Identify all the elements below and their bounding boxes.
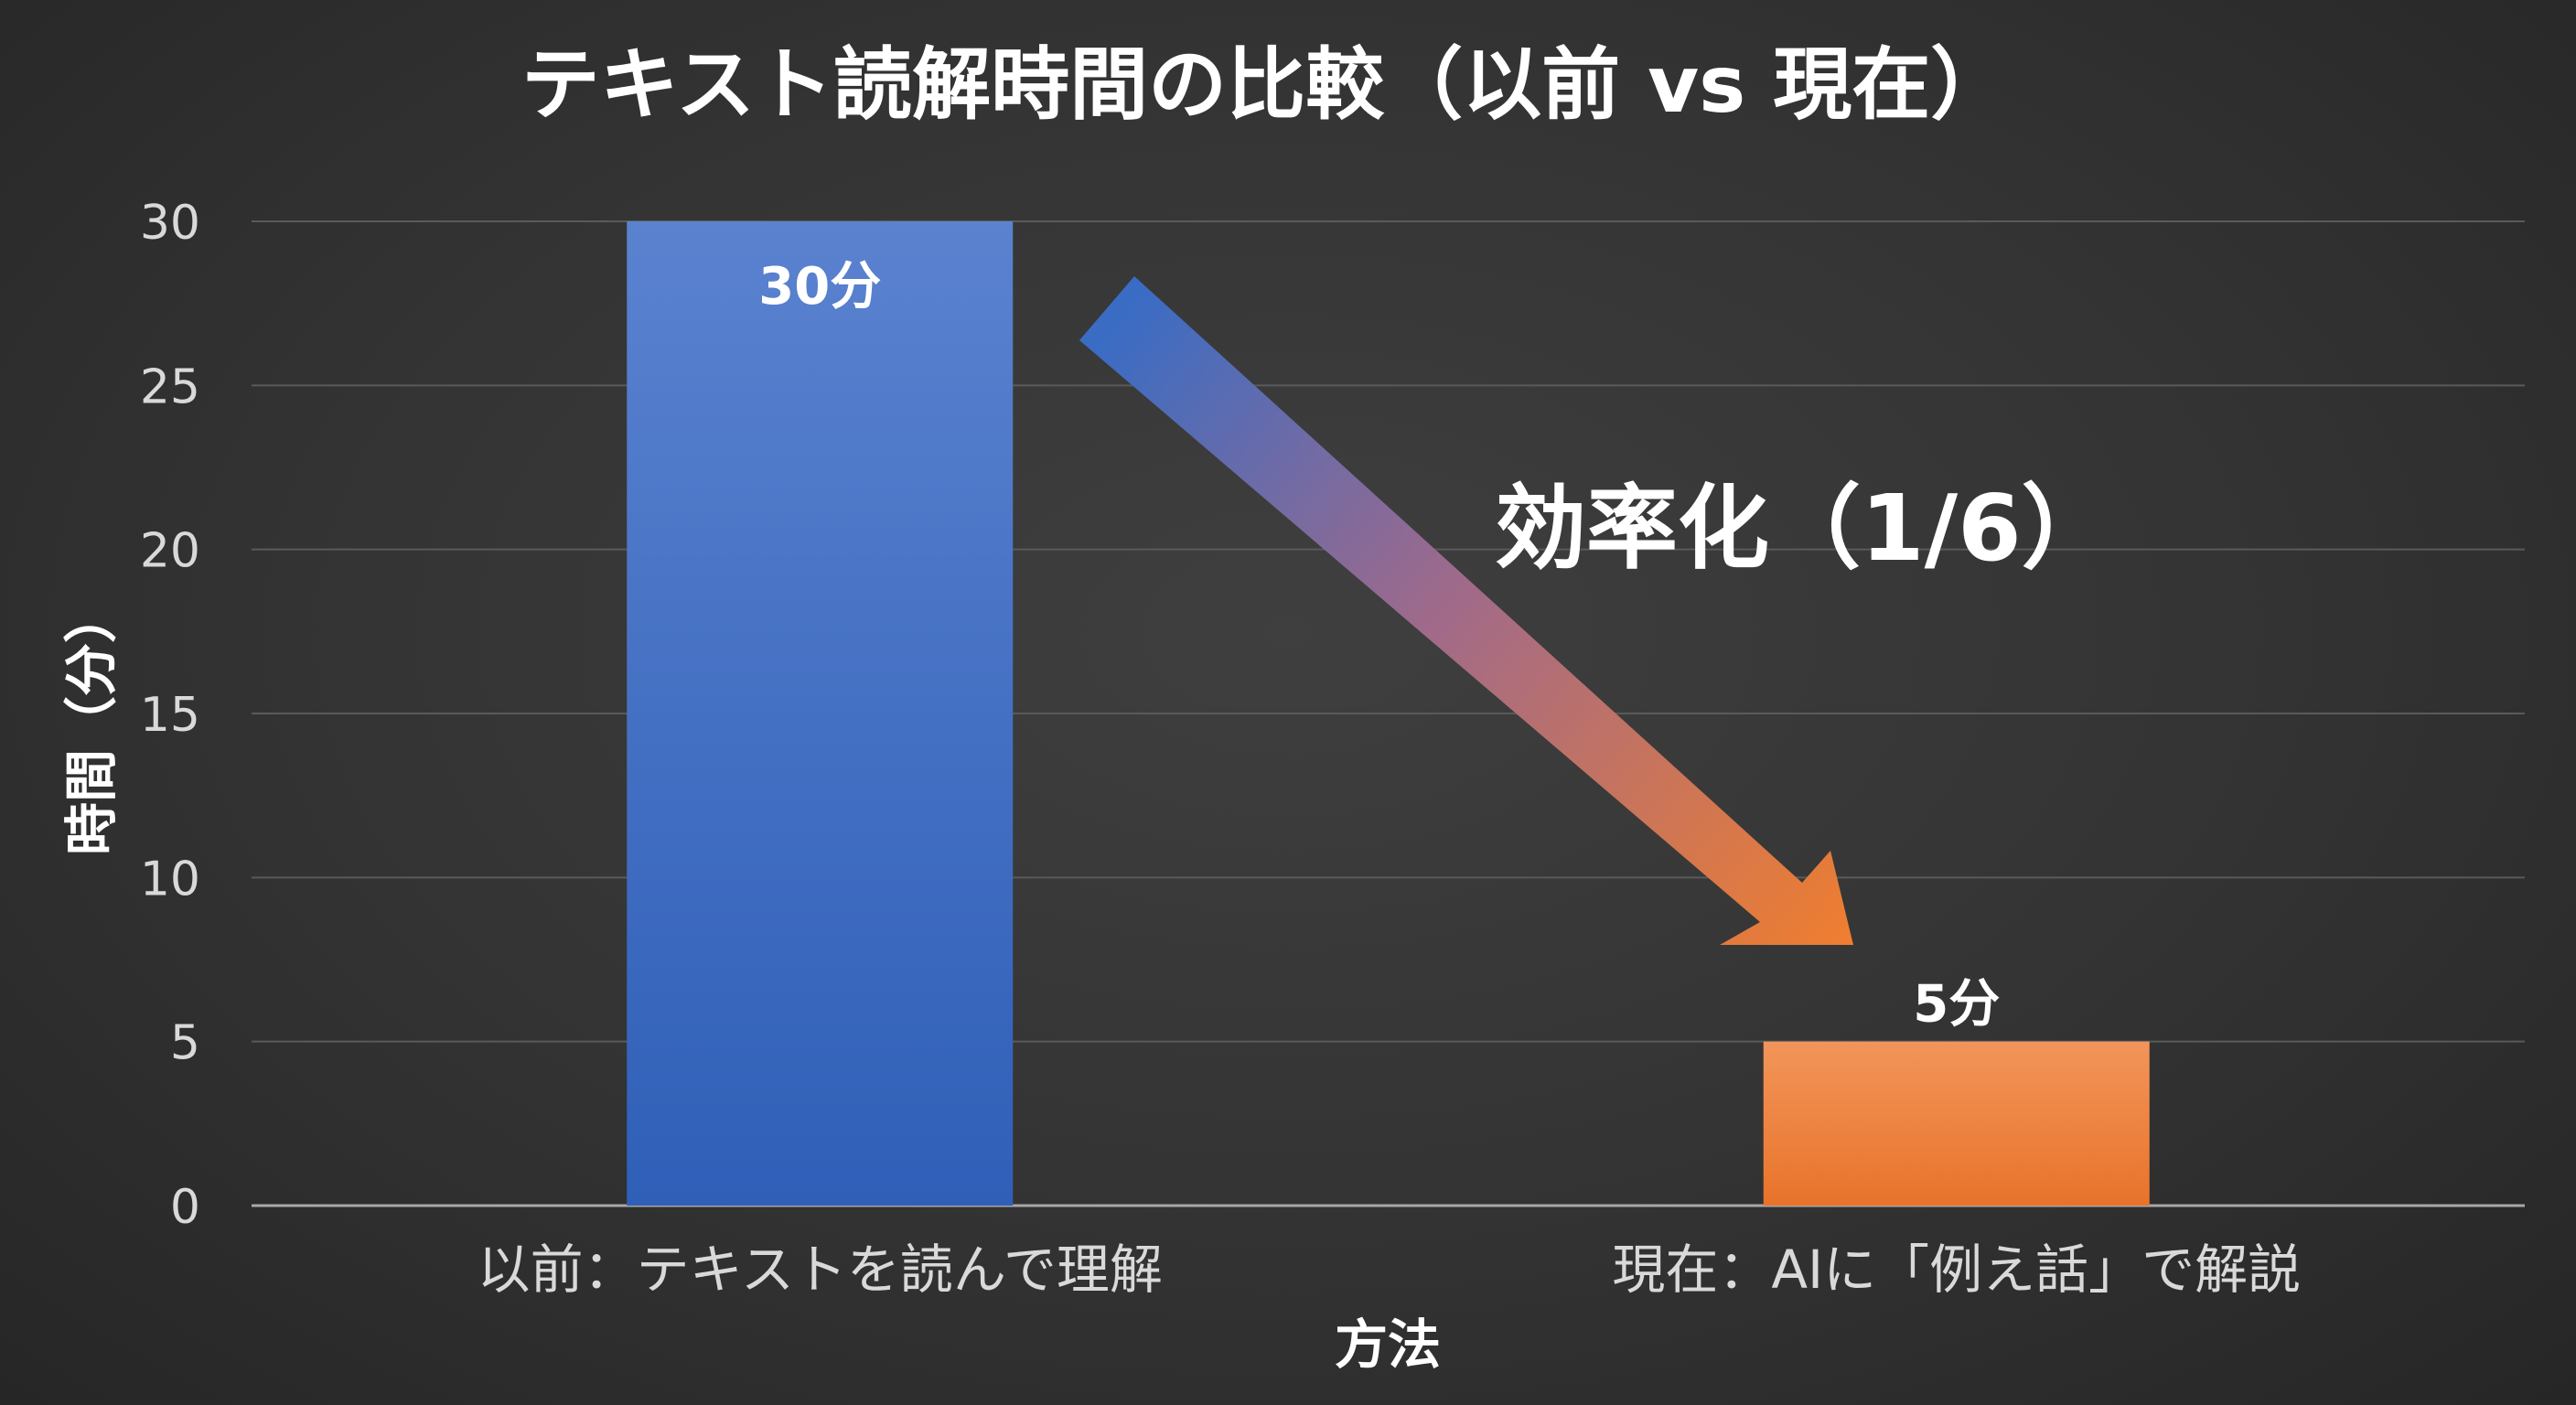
y-tick-label: 20 — [140, 524, 200, 579]
y-tick-label: 30 — [140, 196, 200, 251]
reduction-arrow — [1079, 276, 1853, 945]
x-axis-title: 方法 — [1335, 1314, 1441, 1376]
y-tick-label: 25 — [140, 359, 200, 414]
y-axis-title: 時間（分） — [60, 590, 123, 855]
data-label: 30分 — [758, 257, 881, 316]
bar — [627, 221, 1014, 1206]
chart-title: テキスト読解時間の比較（以前 vs 現在） — [521, 39, 2010, 131]
y-tick-label: 0 — [170, 1180, 200, 1235]
data-label: 5分 — [1913, 975, 2000, 1035]
y-tick-label: 5 — [170, 1016, 200, 1071]
y-tick-label: 15 — [140, 688, 200, 743]
x-tick-label: 以前：テキストを読んで理解 — [478, 1239, 1163, 1301]
bar — [1763, 1041, 2150, 1206]
x-tick-label: 現在：AIに「例え話」で解説 — [1612, 1239, 2301, 1301]
annotation-efficiency: 効率化（1/6） — [1495, 475, 2113, 582]
y-tick-label: 10 — [140, 852, 200, 906]
